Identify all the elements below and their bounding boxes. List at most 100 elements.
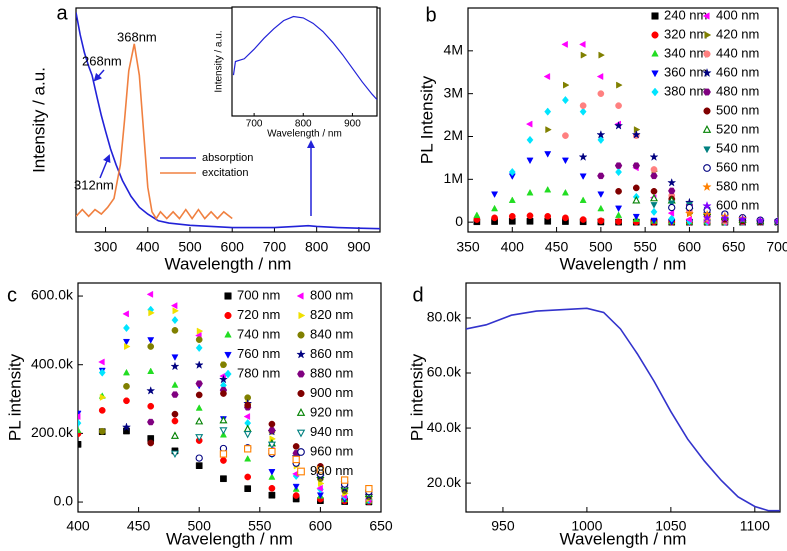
data-point [526, 217, 534, 225]
x-tick-label: 600 [678, 239, 702, 255]
legend-label: 720 nm [237, 307, 280, 322]
data-point [615, 102, 622, 110]
x-tick-label: 350 [456, 239, 480, 255]
data-point [508, 196, 516, 203]
data-point [171, 315, 179, 325]
y-axis-label: Intensity / a.u. [214, 30, 225, 92]
data-point [78, 441, 82, 448]
x-tick-label: 650 [722, 239, 746, 255]
legend-label: 920 nm [310, 404, 353, 419]
data-layer [76, 12, 380, 230]
legend-swatch [297, 370, 305, 378]
legend-swatch [702, 125, 712, 133]
data-point [171, 410, 179, 418]
data-point [615, 211, 623, 218]
data-point [78, 418, 82, 428]
data-point [526, 188, 534, 196]
data-point [146, 290, 154, 298]
data-point [194, 360, 204, 369]
data-point [632, 196, 641, 204]
y-axis-label: PL intensity [407, 353, 426, 441]
legend-label: 940 nm [310, 424, 353, 439]
data-point [615, 187, 622, 195]
y-tick-label: 600.0k [31, 287, 74, 303]
data-point [170, 302, 178, 310]
legend-label: 480 nm [716, 83, 759, 98]
data-point [579, 173, 587, 180]
x-axis-label: Wavelength / nm [165, 254, 292, 273]
data-point [147, 402, 155, 410]
legend-label: 900 nm [310, 385, 353, 400]
data-point [196, 327, 204, 335]
data-point [613, 120, 624, 130]
legend-label: 540 nm [716, 140, 759, 155]
legend-swatch [297, 331, 305, 339]
data-point [268, 491, 276, 499]
data-point [220, 475, 227, 483]
data-point [544, 212, 552, 220]
data-point [316, 466, 325, 474]
arrow [93, 69, 105, 82]
legend-swatch [703, 107, 711, 115]
data-point [491, 214, 498, 222]
x-tick-label: 650 [369, 518, 393, 534]
data-point [99, 393, 107, 401]
legend-swatch [702, 12, 710, 20]
data-point [170, 431, 179, 439]
plot-frame [467, 7, 779, 233]
data-point [292, 483, 300, 491]
arrow [99, 154, 111, 179]
data-point [219, 450, 228, 458]
data-point [667, 209, 675, 217]
data-point [631, 129, 641, 139]
y-tick-label: 40.0k [427, 419, 462, 435]
legend-swatch [224, 330, 232, 338]
plot-frame [77, 282, 382, 513]
legend-label: 800 nm [310, 287, 353, 302]
data-layer [78, 290, 374, 506]
legend-swatch [703, 50, 711, 58]
data-point [614, 162, 623, 169]
data-point [737, 214, 748, 224]
data-layer [466, 307, 780, 512]
x-tick-label: 600 [221, 239, 245, 255]
data-layer [232, 15, 377, 101]
legend-label: 560 nm [716, 159, 759, 174]
x-tick-label: 500 [589, 239, 613, 255]
annotation: 268nm [82, 53, 122, 68]
series-line [232, 15, 377, 101]
y-axis-label: PL intensity [5, 353, 24, 441]
legend-swatch [704, 31, 712, 39]
data-point [579, 102, 587, 110]
legend-label: 460 nm [716, 64, 759, 79]
x-tick-label: 600 [309, 518, 333, 534]
data-point [525, 120, 533, 128]
data-point [633, 126, 641, 134]
data-point [561, 188, 569, 196]
data-point [578, 152, 588, 161]
data-point [220, 457, 227, 464]
plot-frame [465, 282, 781, 513]
y-tick-label: 0.0 [54, 493, 74, 509]
legend-label: 400 nm [716, 7, 759, 22]
series-line [466, 307, 780, 512]
data-point [219, 427, 228, 435]
data-point [649, 152, 659, 161]
data-point [218, 374, 229, 384]
x-axis-label: Wavelength / nm [267, 129, 342, 140]
legend-swatch [296, 349, 306, 359]
legend-label: 240 nm [664, 7, 707, 22]
data-point [171, 391, 179, 398]
data-point [195, 391, 203, 399]
data-point [491, 191, 499, 198]
data-point [597, 191, 605, 198]
annotation-arrows [93, 69, 315, 216]
data-point [147, 418, 155, 426]
x-tick-label: 700 [263, 239, 287, 255]
data-point [147, 343, 155, 350]
data-point [122, 368, 130, 376]
data-point [170, 450, 179, 459]
data-point [98, 358, 105, 366]
